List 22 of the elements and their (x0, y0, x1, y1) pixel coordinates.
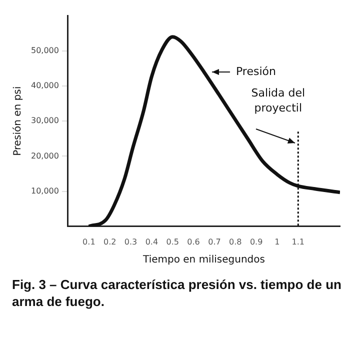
x-tick-label: 0.4 (145, 237, 158, 246)
annotation: Presión (236, 64, 276, 78)
line-series (87, 35, 340, 226)
x-tick-label: 0.3 (124, 237, 138, 246)
x-tick-label: 0.1 (82, 237, 96, 246)
x-tick-label: 0.8 (229, 237, 242, 246)
ref-line-label: Salida del proyectil (251, 86, 306, 115)
y-tick-label: 50,000 (30, 46, 59, 55)
x-tick-label: 0.2 (103, 237, 116, 246)
text: Fig. 3 – Curva característica presión vs. tiempo de un arma de fuego. (11, 276, 342, 310)
y-tick-label: 10,000 (30, 186, 59, 196)
x-tick-label: 1.1 (292, 237, 305, 246)
x-tick-label: 0.7 (208, 237, 221, 246)
x-tick-label: 0.6 (187, 237, 200, 246)
y-axis-title: Presión en psi (12, 86, 24, 156)
x-tick-label: 0.5 (166, 237, 179, 246)
y-tick-label: 30,000 (30, 116, 59, 126)
y-tick-label: 20,000 (30, 151, 59, 160)
x-tick-label: 1 (274, 237, 280, 246)
x-axis-title: Tiempo en milisegundos (142, 254, 265, 266)
x-tick-label: 0.9 (250, 237, 263, 246)
y-tick-label: 40,000 (30, 81, 59, 90)
